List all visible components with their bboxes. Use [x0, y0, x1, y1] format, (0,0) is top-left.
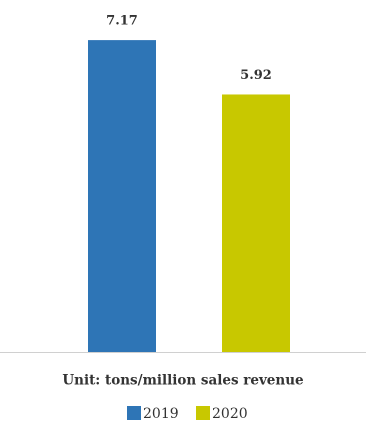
value-label: 5.92 — [240, 68, 272, 83]
legend-swatch — [196, 406, 210, 420]
bar — [222, 94, 290, 352]
value-label: 7.17 — [106, 14, 138, 29]
bar — [88, 40, 156, 352]
legend-label: 2020 — [212, 406, 248, 422]
axis-caption: Unit: tons/million sales revenue — [62, 373, 303, 389]
legend-swatch — [127, 406, 141, 420]
legend-label: 2019 — [143, 406, 179, 422]
